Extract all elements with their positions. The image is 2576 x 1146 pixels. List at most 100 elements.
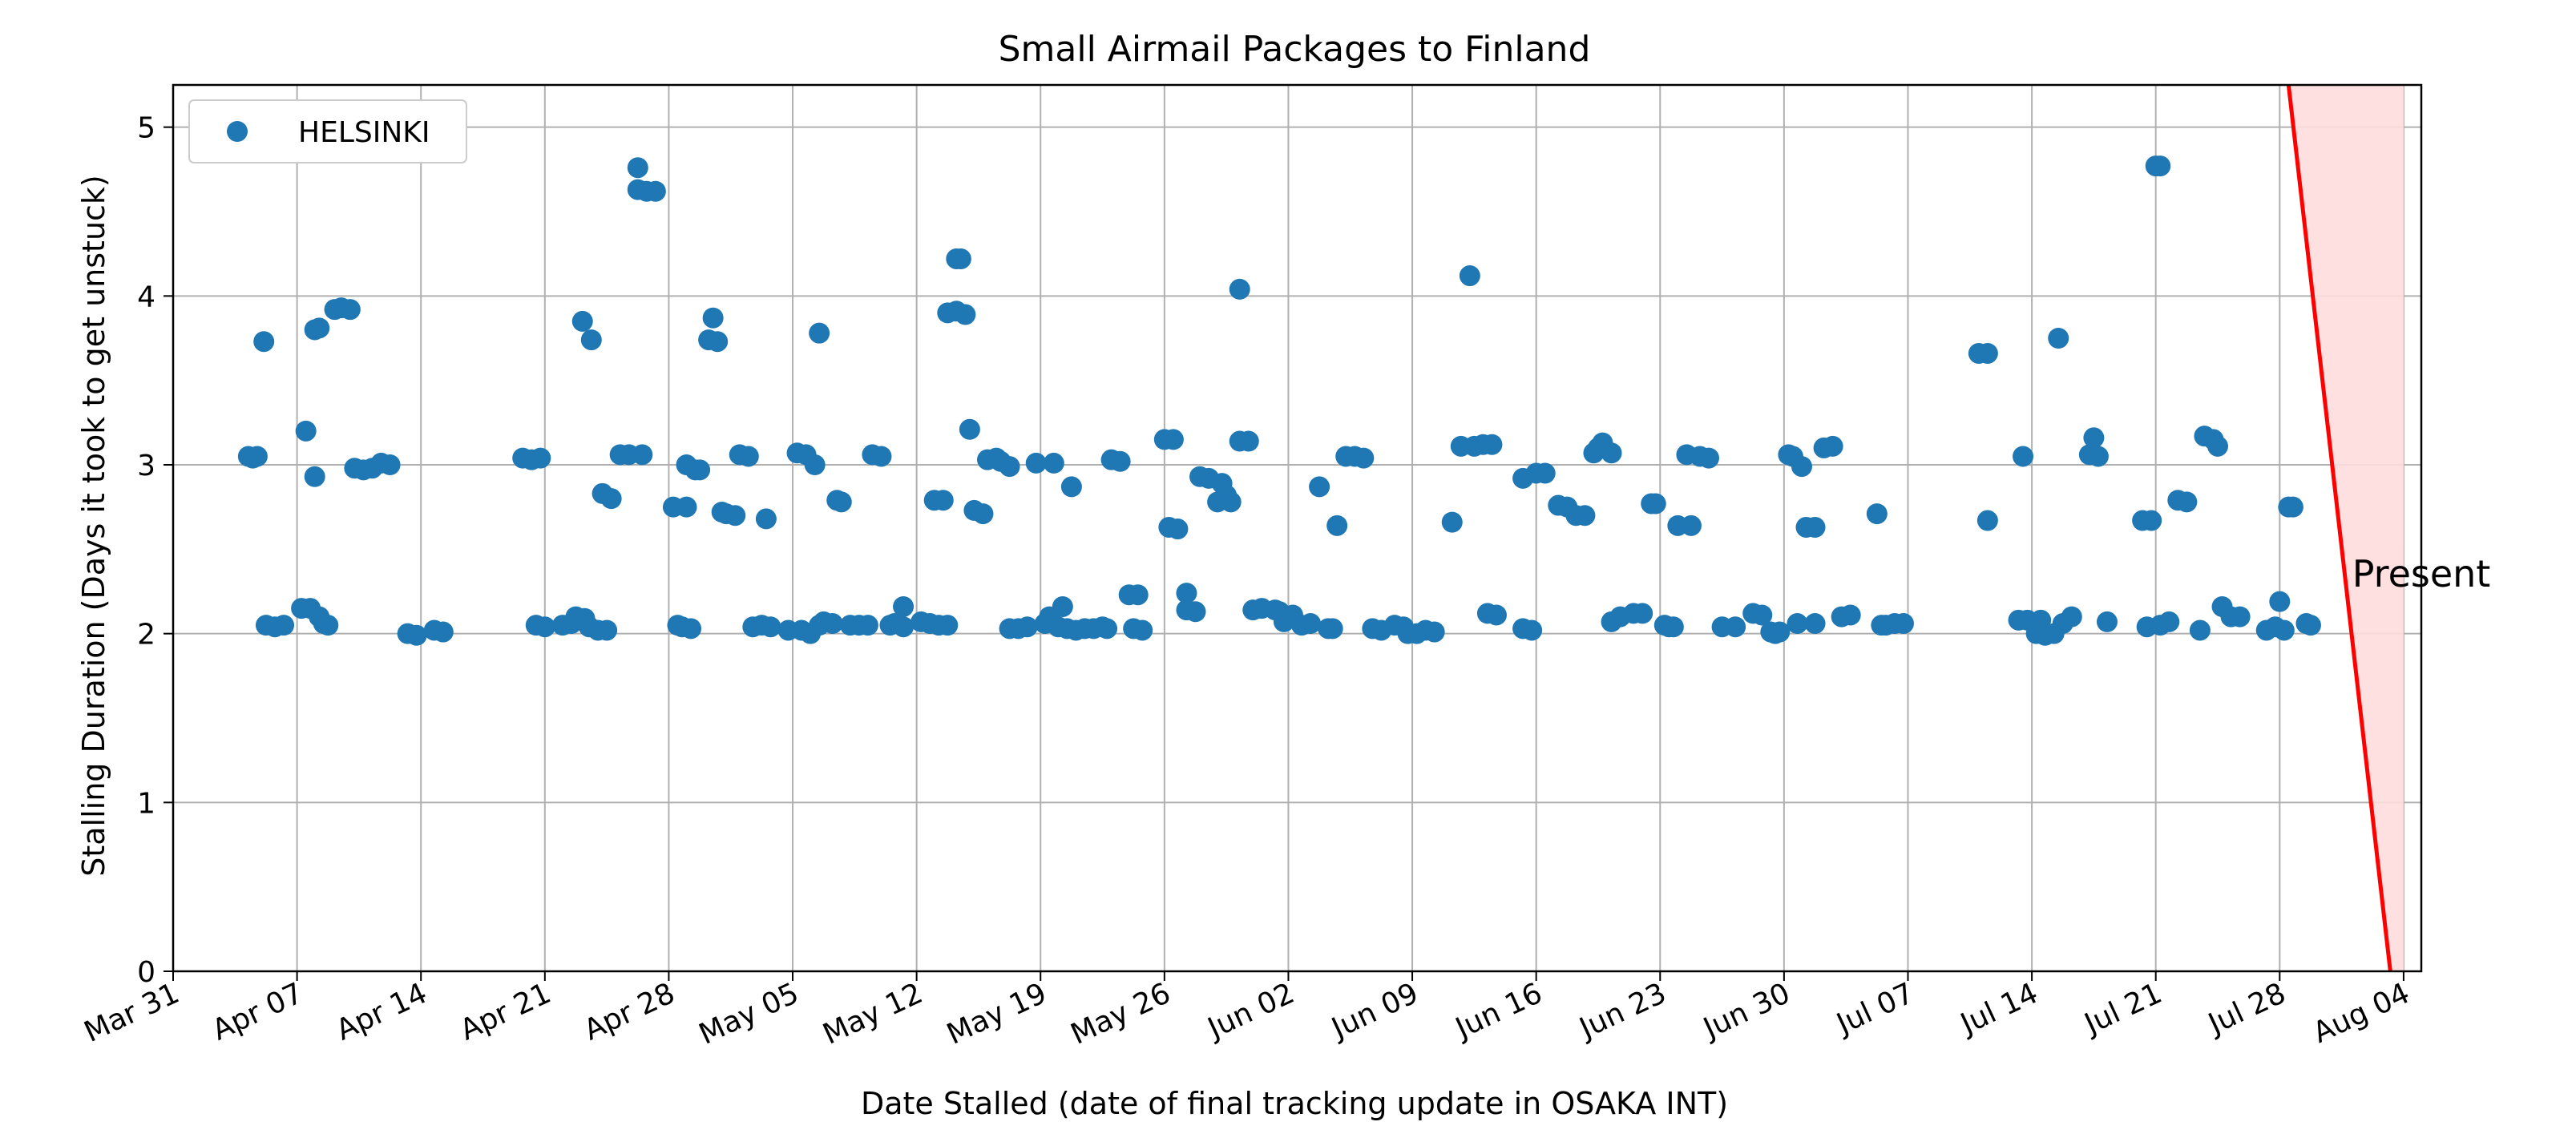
data-point: [1185, 601, 1206, 623]
data-point: [1127, 584, 1149, 606]
y-tick-label: 5: [137, 112, 155, 145]
data-point: [295, 420, 317, 442]
data-point: [317, 615, 339, 636]
data-point: [2141, 510, 2162, 531]
data-point: [1322, 618, 1343, 640]
data-point: [2048, 328, 2069, 349]
data-point: [1167, 519, 1189, 540]
data-point: [1052, 595, 1073, 617]
data-point: [1521, 619, 1543, 641]
data-point: [870, 446, 892, 467]
y-tick-label: 3: [137, 450, 155, 482]
data-point: [1109, 450, 1131, 472]
data-point: [937, 615, 959, 636]
data-point: [1229, 278, 1250, 300]
data-point: [1662, 616, 1684, 638]
data-point: [530, 447, 551, 469]
data-point: [1892, 613, 1914, 635]
data-point: [830, 491, 852, 513]
legend-box: [188, 99, 467, 163]
data-point: [1300, 613, 1322, 635]
data-point: [1787, 613, 1808, 635]
data-point: [1016, 616, 1038, 638]
data-point: [534, 616, 555, 638]
data-point: [1645, 493, 1666, 514]
data-point: [932, 490, 954, 511]
data-point: [2150, 155, 2171, 177]
data-point: [893, 595, 915, 617]
data-point: [1132, 619, 1153, 641]
data-point: [2189, 619, 2211, 641]
data-point: [1481, 434, 1503, 455]
data-point: [760, 616, 781, 638]
data-point: [1176, 583, 1197, 604]
data-point: [2096, 611, 2118, 632]
y-tick-label: 2: [137, 619, 155, 652]
data-point: [1791, 456, 1812, 478]
present-line: [2286, 84, 2392, 972]
data-point: [1574, 505, 1596, 527]
data-point: [1866, 503, 1888, 525]
data-point: [1804, 516, 1826, 538]
data-point: [1423, 621, 1445, 643]
data-points: [237, 155, 2321, 646]
data-point: [809, 322, 830, 344]
data-point: [2229, 606, 2251, 627]
data-point: [999, 456, 1020, 478]
data-point: [1353, 447, 1375, 469]
data-point: [755, 508, 777, 530]
data-point: [1698, 447, 1720, 469]
data-point: [1839, 604, 1861, 626]
data-point: [644, 180, 666, 202]
data-point: [2013, 446, 2034, 467]
present-band: [2288, 85, 2404, 971]
data-point: [1326, 514, 1348, 536]
data-point: [857, 615, 878, 636]
data-point: [246, 446, 268, 467]
data-point: [406, 624, 427, 646]
legend-marker: [227, 121, 248, 142]
data-point: [1822, 435, 1843, 457]
data-point: [822, 613, 843, 635]
data-point: [1220, 491, 1242, 513]
data-point: [1485, 604, 1507, 626]
data-point: [893, 616, 915, 638]
data-point: [1534, 462, 1556, 484]
data-point: [2061, 606, 2082, 627]
data-point: [1162, 429, 1184, 450]
plot-frame: [172, 83, 2423, 973]
plot-background: [173, 85, 2421, 971]
data-point: [680, 618, 702, 640]
data-point: [1025, 452, 1047, 474]
data-point: [2087, 446, 2109, 467]
x-axis-label: Date Stalled (date of final tracking upd…: [861, 1086, 1728, 1121]
data-point: [1441, 511, 1463, 533]
data-point: [737, 446, 759, 467]
data-point: [1060, 476, 1082, 498]
data-point: [273, 615, 295, 636]
data-point: [304, 466, 325, 487]
data-point: [571, 310, 593, 332]
legend-label: HELSINKI: [298, 116, 430, 149]
plot-area: Present: [172, 83, 2490, 973]
y-axis-label: Stalling Duration (Days it took to get u…: [76, 175, 111, 877]
data-point: [1043, 452, 1064, 474]
data-point: [702, 307, 724, 329]
data-point: [1096, 618, 1118, 640]
data-point: [632, 444, 653, 466]
data-point: [707, 331, 729, 353]
data-point: [1459, 265, 1480, 287]
data-point: [1976, 510, 1998, 531]
data-point: [2176, 491, 2198, 513]
data-point: [2083, 427, 2105, 449]
data-point: [972, 503, 994, 525]
data-point: [2282, 496, 2303, 518]
data-point: [1725, 616, 1746, 638]
data-point: [1601, 442, 1622, 464]
data-point: [1976, 342, 1998, 364]
data-point: [1309, 476, 1330, 498]
data-point: [676, 496, 697, 518]
data-point: [309, 317, 330, 339]
data-point: [804, 454, 826, 475]
